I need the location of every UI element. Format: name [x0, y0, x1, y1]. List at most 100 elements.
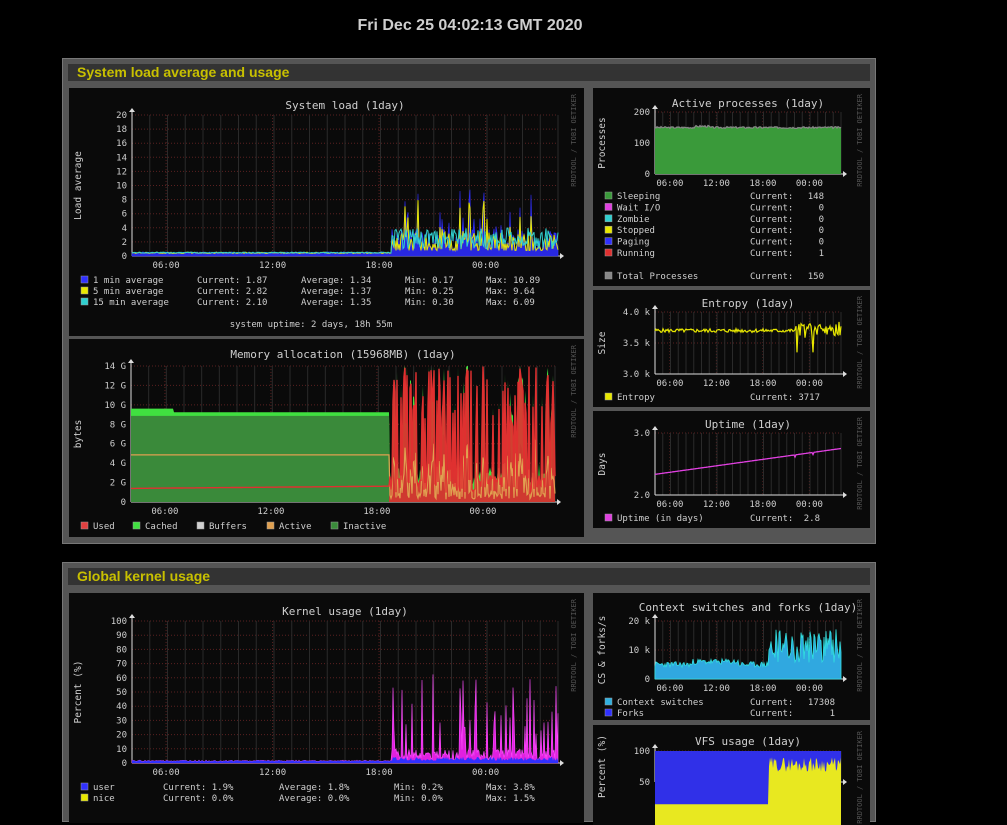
- legend-value: 150: [808, 272, 824, 282]
- legend-swatch: [266, 521, 275, 530]
- y-tick-label: 30: [116, 716, 127, 726]
- legend-current: Current:: [750, 698, 793, 708]
- legend-swatch: [604, 392, 613, 401]
- graph-kernel[interactable]: Kernel usage (1day) Percent (%) RRDTOOL / …: [69, 593, 584, 823]
- y-tick-label: 100: [111, 617, 127, 627]
- legend-average: Average: 0.0%: [279, 794, 350, 804]
- legend-label: Paging: [617, 238, 650, 248]
- x-tick-label: 06:00: [153, 261, 180, 271]
- graph-system-load[interactable]: System load (1day) Load average RRDTOOL / …: [69, 88, 584, 336]
- legend-value: 2.8: [804, 514, 820, 524]
- x-tick-label: 18:00: [749, 684, 776, 694]
- y-tick-label: 2.0: [634, 491, 650, 501]
- legend-min: Min: 0.0%: [394, 794, 443, 804]
- x-tick-label: 18:00: [749, 379, 776, 389]
- legend-swatch: [604, 271, 613, 280]
- legend-swatch: [604, 513, 613, 522]
- legend-max: Max: 6.09: [486, 298, 535, 308]
- legend-label: Uptime (in days): [617, 514, 704, 524]
- processes-chart: Active processes (1day) Processes RRDTOOL …: [597, 93, 864, 282]
- legend-max: Max: 10.89: [486, 276, 540, 286]
- entropy-chart: Entropy (1day) Size RRDTOOL / TOBI OETIKER…: [597, 295, 864, 403]
- legend-max: Max: 9.64: [486, 287, 535, 297]
- y-tick-label: 90: [116, 631, 127, 641]
- legend-swatch: [604, 237, 613, 245]
- axis-label: CS & forks/s: [597, 616, 608, 685]
- x-tick-label: 00:00: [469, 507, 496, 517]
- legend-value: 148: [808, 192, 824, 202]
- y-tick-label: 100: [634, 139, 650, 149]
- y-tick-label: 4.0 k: [623, 308, 651, 318]
- legend-current: Current:: [750, 272, 793, 282]
- legend-swatch: [80, 286, 89, 295]
- legend-swatch: [80, 297, 89, 306]
- y-tick-label: 8 G: [110, 420, 126, 430]
- y-tick-label: 70: [116, 660, 127, 670]
- legend-label: user: [93, 783, 115, 793]
- legend-label: Entropy: [617, 393, 656, 403]
- graph-uptime[interactable]: Uptime (1day) Days RRDTOOL / TOBI OETIKER 3…: [593, 411, 870, 528]
- graph-memory[interactable]: Memory allocation (15968MB) (1day) bytes R…: [69, 339, 584, 537]
- y-tick-label: 20 k: [628, 617, 650, 627]
- y-tick-label: 20: [116, 111, 127, 121]
- y-tick-label: 2 G: [110, 479, 126, 489]
- legend-value: 0: [819, 203, 824, 213]
- chart-title: Active processes (1day): [672, 97, 824, 110]
- graph-context-switches[interactable]: Context switches and forks (1day) CS & fo…: [593, 593, 870, 720]
- x-tick-label: 18:00: [749, 500, 776, 510]
- legend-max: Max: 1.5%: [486, 794, 535, 804]
- legend-current: Current:: [750, 215, 793, 225]
- y-axis-arrow: [129, 108, 135, 112]
- graph-entropy[interactable]: Entropy (1day) Size RRDTOOL / TOBI OETIKER…: [593, 290, 870, 407]
- section-system-load: System load average and usage System loa…: [62, 58, 876, 544]
- x-tick-label: 00:00: [796, 179, 823, 189]
- legend-label: 15 min average: [93, 298, 169, 308]
- y-tick-label: 10: [116, 182, 127, 192]
- watermark: RRDTOOL / TOBI OETIKER: [856, 730, 864, 824]
- legend-swatch: [604, 248, 613, 257]
- series-entropy-line: [654, 321, 842, 353]
- legend-label: Inactive: [343, 522, 386, 532]
- y-tick-label: 18: [116, 125, 127, 135]
- x-tick-label: 18:00: [749, 179, 776, 189]
- legend-current: Current:: [750, 393, 793, 403]
- legend-swatch: [604, 191, 613, 200]
- chart-title: Context switches and forks (1day): [639, 601, 858, 614]
- x-tick-label: 00:00: [796, 379, 823, 389]
- legend-current: Current:: [750, 192, 793, 202]
- legend-swatch: [80, 782, 89, 791]
- x-tick-label: 12:00: [703, 684, 730, 694]
- legend-current: Current:: [750, 238, 793, 248]
- x-tick-label: 06:00: [656, 379, 683, 389]
- y-tick-label: 80: [116, 645, 127, 655]
- x-tick-label: 00:00: [796, 684, 823, 694]
- graph-vfs[interactable]: VFS usage (1day) Percent (%) RRDTOOL / TOB…: [593, 725, 870, 825]
- y-axis-arrow: [652, 305, 658, 309]
- chart-title: System load (1day): [285, 99, 404, 112]
- legend-swatch: [80, 275, 89, 284]
- graph-processes[interactable]: Active processes (1day) Processes RRDTOOL …: [593, 88, 870, 286]
- x-axis-arrow: [843, 371, 847, 377]
- x-tick-label: 12:00: [703, 500, 730, 510]
- watermark: RRDTOOL / TOBI OETIKER: [570, 344, 578, 438]
- y-tick-label: 50: [639, 778, 650, 788]
- x-axis-arrow: [560, 253, 564, 259]
- legend-swatch: [604, 203, 613, 211]
- legend-label: 5 min average: [93, 287, 163, 297]
- page-datetime: Fri Dec 25 04:02:13 GMT 2020: [357, 17, 583, 34]
- legend-value: 1: [819, 249, 824, 259]
- y-axis-arrow: [652, 426, 658, 430]
- y-tick-label: 6 G: [110, 440, 126, 450]
- uptime-footer: system uptime: 2 days, 18h 55m: [230, 320, 393, 330]
- legend-average: Average: 1.37: [301, 287, 371, 297]
- x-tick-label: 06:00: [151, 507, 178, 517]
- legend-label: Sleeping: [617, 192, 660, 202]
- legend-swatch: [80, 521, 89, 530]
- series-used-area: [131, 366, 555, 502]
- legend-current: Current:: [750, 249, 793, 259]
- x-tick-label: 18:00: [366, 768, 393, 778]
- watermark: RRDTOOL / TOBI OETIKER: [856, 598, 864, 692]
- watermark: RRDTOOL / TOBI OETIKER: [856, 295, 864, 389]
- memory-chart: Memory allocation (15968MB) (1day) bytes R…: [73, 344, 578, 532]
- vfs-chart: VFS usage (1day) Percent (%) RRDTOOL / TOB…: [597, 730, 864, 825]
